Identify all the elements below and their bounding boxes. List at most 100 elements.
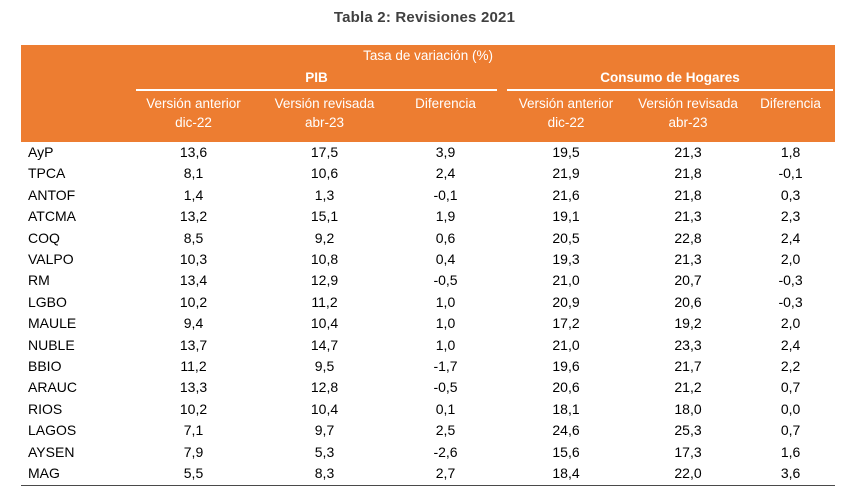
value-cell: -0,1 bbox=[778, 165, 803, 182]
value-cell: 0,6 bbox=[435, 229, 456, 246]
value-cell: -0,3 bbox=[778, 293, 803, 310]
subheader-line1: Versión anterior bbox=[146, 96, 241, 111]
value-cell: 19,6 bbox=[552, 358, 580, 375]
subheader-pib-diferencia: Diferencia bbox=[389, 91, 502, 142]
row-label: TPCA bbox=[28, 165, 66, 182]
value-cell: 21,2 bbox=[674, 379, 702, 396]
value-cell: 8,3 bbox=[260, 463, 389, 486]
value-cell: 2,4 bbox=[780, 229, 801, 246]
value-cell: 2,0 bbox=[780, 251, 801, 268]
value-cell: 9,4 bbox=[183, 315, 204, 332]
header-row-subcolumns: Versión anterior dic-22 Versión revisada… bbox=[21, 91, 835, 142]
value-cell: 1,8 bbox=[780, 144, 801, 160]
subheader-line1: Versión anterior bbox=[518, 96, 614, 111]
value-cell: 18,1 bbox=[552, 400, 580, 417]
header-tasa-variacion: Tasa de variación (%) bbox=[363, 48, 493, 63]
value-cell: 17,3 bbox=[674, 443, 702, 460]
row-label: ANTOF bbox=[28, 186, 76, 203]
value-cell: 20,7 bbox=[674, 272, 702, 289]
subheader-line2: abr-23 bbox=[668, 115, 708, 130]
value-cell: 19,5 bbox=[552, 144, 580, 160]
value-cell: 2,4 bbox=[780, 336, 801, 353]
table-row: RM 13,4 12,9 -0,5 21,0 20,7 -0,3 bbox=[21, 270, 835, 291]
table-row: RIOS 10,2 10,4 0,1 18,1 18,0 0,0 bbox=[21, 399, 835, 420]
table-body: AyP 13,6 17,5 3,9 19,5 21,3 1,8 TPCA 8,1 10,6 2,4 2… bbox=[21, 142, 836, 486]
value-cell: 1,0 bbox=[435, 336, 456, 353]
row-label: LAGOS bbox=[28, 422, 77, 439]
value-cell: 21,7 bbox=[674, 358, 702, 375]
subheader-consumo-revisada: Versión revisada abr-23 bbox=[630, 91, 746, 142]
value-cell: 20,6 bbox=[674, 293, 702, 310]
value-cell: 2,0 bbox=[780, 315, 801, 332]
subheader-line1: Diferencia bbox=[760, 96, 821, 111]
row-label: ATCMA bbox=[28, 208, 76, 225]
row-label: AYSEN bbox=[28, 443, 75, 460]
table-row: COQ 8,5 9,2 0,6 20,5 22,8 2,4 bbox=[21, 228, 835, 249]
value-cell: 15,1 bbox=[310, 208, 339, 225]
value-cell: 13,2 bbox=[179, 208, 208, 225]
value-cell: 21,3 bbox=[674, 208, 702, 225]
value-cell: 1,0 bbox=[435, 293, 456, 310]
value-cell: 3,6 bbox=[746, 463, 836, 486]
value-cell: 11,2 bbox=[180, 358, 207, 375]
table-row: MAULE 9,4 10,4 1,0 17,2 19,2 2,0 bbox=[21, 313, 835, 334]
value-cell: 21,8 bbox=[674, 165, 702, 182]
value-cell: 25,3 bbox=[674, 422, 702, 439]
group-header-consumo-cell: Consumo de Hogares bbox=[502, 66, 835, 91]
header-row-unit: Tasa de variación (%) bbox=[21, 45, 835, 66]
subheader-pib-revisada: Versión revisada abr-23 bbox=[260, 91, 389, 142]
value-cell: 13,6 bbox=[179, 144, 208, 160]
row-label: RM bbox=[28, 272, 50, 289]
value-cell: 15,6 bbox=[552, 443, 580, 460]
value-cell: 19,1 bbox=[552, 208, 580, 225]
row-label: RIOS bbox=[28, 400, 63, 417]
value-cell: 17,5 bbox=[310, 144, 339, 160]
subheader-line1: Versión revisada bbox=[638, 96, 738, 111]
table-row: BBIO 11,2 9,5 -1,7 19,6 21,7 2,2 bbox=[21, 356, 835, 377]
value-cell: 13,3 bbox=[179, 379, 208, 396]
value-cell: 18,4 bbox=[502, 463, 630, 486]
table-row: AyP 13,6 17,5 3,9 19,5 21,3 1,8 bbox=[21, 142, 835, 163]
value-cell: 5,3 bbox=[314, 443, 335, 460]
row-label: VALPO bbox=[28, 251, 74, 268]
value-cell: -0,3 bbox=[778, 272, 803, 289]
value-cell: 0,4 bbox=[435, 251, 456, 268]
subheader-line1: Diferencia bbox=[415, 96, 476, 111]
row-label: AyP bbox=[28, 144, 54, 160]
value-cell: 0,7 bbox=[780, 422, 801, 439]
value-cell: 10,4 bbox=[310, 315, 339, 332]
table-row: MAG 5,5 8,3 2,7 18,4 22,0 3,6 bbox=[21, 463, 836, 486]
value-cell: 19,2 bbox=[674, 315, 702, 332]
value-cell: 8,5 bbox=[183, 229, 204, 246]
row-label: MAG bbox=[21, 463, 127, 486]
value-cell: -0,1 bbox=[433, 186, 458, 203]
row-label: MAULE bbox=[28, 315, 77, 332]
table-row: TPCA 8,1 10,6 2,4 21,9 21,8 -0,1 bbox=[21, 163, 835, 184]
value-cell: 24,6 bbox=[552, 422, 580, 439]
subheader-line2: abr-23 bbox=[304, 115, 345, 130]
value-cell: 0,3 bbox=[780, 186, 801, 203]
subheader-line2: dic-22 bbox=[547, 115, 585, 130]
value-cell: 9,5 bbox=[314, 358, 335, 375]
row-label: LGBO bbox=[28, 293, 67, 310]
value-cell: 2,5 bbox=[435, 422, 456, 439]
value-cell: 1,0 bbox=[435, 315, 456, 332]
subheader-consumo-diferencia: Diferencia bbox=[746, 91, 835, 142]
table-row: ATCMA 13,2 15,1 1,9 19,1 21,3 2,3 bbox=[21, 206, 835, 227]
value-cell: -2,6 bbox=[433, 443, 458, 460]
value-cell: 10,3 bbox=[179, 251, 208, 268]
value-cell: 13,4 bbox=[179, 272, 208, 289]
row-label: COQ bbox=[28, 229, 60, 246]
value-cell: 12,8 bbox=[310, 379, 339, 396]
subheader-line1: Versión revisada bbox=[274, 96, 375, 111]
value-cell: 21,3 bbox=[674, 251, 702, 268]
table-row: AYSEN 7,9 5,3 -2,6 15,6 17,3 1,6 bbox=[21, 442, 835, 463]
value-cell: 21,6 bbox=[552, 186, 580, 203]
value-cell: 10,2 bbox=[179, 400, 208, 417]
value-cell: 7,1 bbox=[183, 422, 204, 439]
value-cell: 19,3 bbox=[552, 251, 580, 268]
value-cell: 3,9 bbox=[435, 144, 456, 160]
table-row: ARAUC 13,3 12,8 -0,5 20,6 21,2 0,7 bbox=[21, 377, 835, 398]
value-cell: 20,6 bbox=[552, 379, 580, 396]
